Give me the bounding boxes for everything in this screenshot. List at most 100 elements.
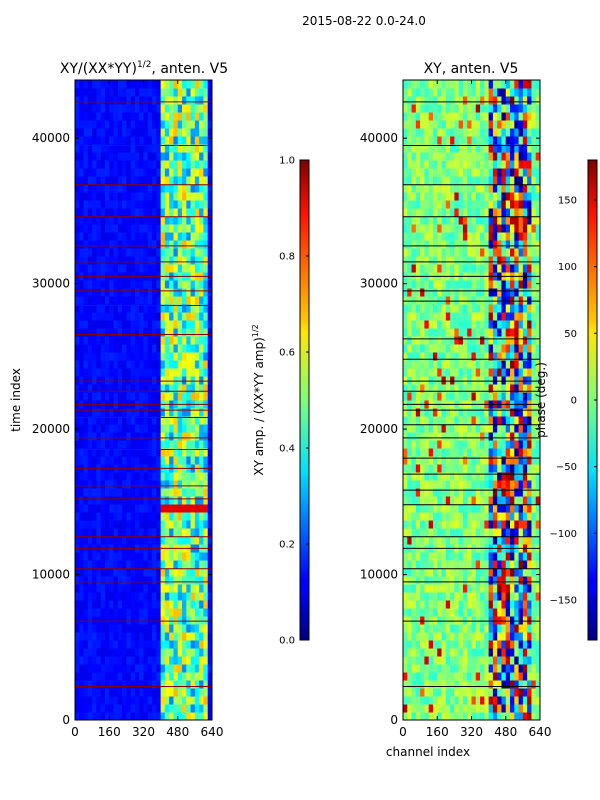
phase-heat-cell	[480, 704, 485, 713]
amplitude-heat-cell	[152, 352, 157, 361]
phase-heat-cell	[531, 680, 537, 689]
phase-heat-cell	[514, 144, 520, 153]
amplitude-heat-cell	[173, 376, 179, 385]
amplitude-heat-cell	[147, 96, 153, 105]
phase-heat-cell	[522, 472, 528, 481]
amplitude-heat-cell	[96, 616, 102, 625]
phase-heat-cell	[462, 168, 468, 177]
phase-heat-cell	[445, 464, 451, 473]
phase-heat-cell	[437, 184, 443, 193]
amplitude-heat-cell	[126, 640, 132, 649]
amplitude-heat-cell	[143, 120, 149, 129]
phase-heat-cell	[531, 480, 537, 489]
phase-heat-cell	[514, 288, 520, 297]
amplitude-heat-cell	[122, 112, 127, 121]
amplitude-heat-cell	[100, 440, 106, 449]
amplitude-heat-cell	[169, 480, 174, 489]
amplitude-heat-cell	[113, 616, 119, 625]
amplitude-heat-cell	[203, 232, 209, 241]
amplitude-heat-cell	[130, 704, 136, 713]
amplitude-heat-cell	[182, 352, 187, 361]
amplitude-heat-cell	[177, 600, 183, 609]
amplitude-heat-cell	[164, 576, 170, 585]
phase-heat-cell	[467, 592, 472, 601]
phase-heat-cell	[458, 448, 464, 457]
phase-heat-cell	[441, 464, 447, 473]
phase-heat-cell	[411, 568, 417, 577]
phase-heat-cell	[454, 656, 460, 665]
amplitude-heat-cell	[113, 440, 119, 449]
amplitude-heat-cell	[173, 368, 179, 377]
phase-heat-cell	[535, 664, 540, 673]
phase-heat-cell	[450, 320, 455, 329]
phase-heat-cell	[424, 256, 430, 265]
phase-heat-cell	[411, 576, 417, 585]
phase-heat-cell	[497, 504, 502, 513]
amplitude-heat-cell	[100, 352, 106, 361]
amplitude-heat-cell	[160, 176, 166, 185]
amplitude-heat-cell	[199, 416, 204, 425]
amplitude-heat-cell	[134, 176, 140, 185]
phase-heat-cell	[420, 632, 425, 641]
amplitude-heat-cell	[126, 360, 132, 369]
amplitude-heat-cell	[122, 560, 127, 569]
phase-heat-cell	[462, 312, 468, 321]
amplitude-heat-cell	[203, 480, 209, 489]
amplitude-heat-cell	[203, 160, 209, 169]
amplitude-heat-cell	[156, 208, 162, 217]
amplitude-heat-cell	[75, 696, 80, 705]
amplitude-heat-cell	[92, 624, 97, 633]
amplitude-heat-cell	[134, 328, 140, 337]
amplitude-heat-cell	[126, 424, 132, 433]
amplitude-heat-cell	[87, 584, 93, 593]
amplitude-heat-cell	[87, 712, 93, 720]
phase-heat-cell	[518, 536, 524, 545]
amplitude-heat-cell	[117, 232, 123, 241]
phase-heat-cell	[510, 608, 515, 617]
amplitude-heat-cell	[186, 248, 192, 257]
phase-heat-cell	[475, 248, 481, 257]
phase-heat-cell	[471, 392, 477, 401]
phase-heat-cell	[484, 672, 490, 681]
phase-heat-cell	[467, 152, 472, 161]
phase-heat-cell	[450, 384, 455, 393]
amplitude-heat-cell	[92, 384, 97, 393]
amplitude-heat-cell	[203, 632, 209, 641]
phase-heat-cell	[510, 592, 515, 601]
phase-heat-cell	[475, 440, 481, 449]
amplitude-heat-cell	[194, 192, 200, 201]
amplitude-heat-cell	[203, 296, 209, 305]
phase-heat-cell	[522, 392, 528, 401]
phase-heat-cell	[445, 704, 451, 713]
amplitude-heat-cell	[117, 576, 123, 585]
amplitude-heat-cell	[156, 704, 162, 713]
amplitude-heat-cell	[190, 88, 196, 97]
amplitude-heat-cell	[164, 192, 170, 201]
amplitude-heat-cell	[130, 608, 136, 617]
phase-heat-cell	[411, 600, 417, 609]
phase-heat-cell	[488, 432, 494, 441]
phase-heat-cell	[454, 456, 460, 465]
amplitude-heat-cell	[152, 184, 157, 193]
phase-heat-cell	[501, 144, 507, 153]
amplitude-heat-cell	[143, 472, 149, 481]
phase-heat-cell	[480, 472, 485, 481]
amplitude-heat-cell	[96, 360, 102, 369]
phase-heat-cell	[527, 648, 532, 657]
phase-heat-cell	[522, 176, 528, 185]
amplitude-heat-cell	[147, 440, 153, 449]
phase-heat-cell	[535, 416, 540, 425]
amplitude-heat-cell	[96, 200, 102, 209]
phase-heat-cell	[467, 440, 472, 449]
phase-heat-cell	[492, 448, 498, 457]
phase-heat-cell	[458, 496, 464, 505]
phase-heat-cell	[497, 712, 502, 720]
amplitude-heat-cell	[122, 264, 127, 273]
amplitude-heat-cell	[75, 600, 80, 609]
phase-heat-cell	[501, 152, 507, 161]
amplitude-heat-cell	[75, 624, 80, 633]
amplitude-heat-cell	[134, 584, 140, 593]
phase-heat-cell	[492, 256, 498, 265]
amplitude-heat-cell	[87, 192, 93, 201]
phase-heat-cell	[454, 704, 460, 713]
